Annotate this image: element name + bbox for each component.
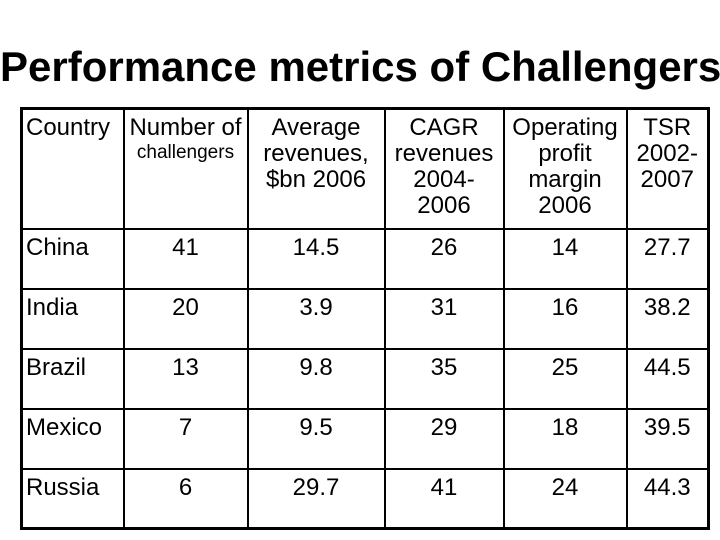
cell-num-challengers: 7: [122, 407, 249, 470]
cell-cagr: 31: [383, 287, 505, 350]
table-row-mexico: Mexico 7 9.5 29 18 39.5: [20, 407, 710, 470]
column-header-tsr: TSR 2002- 2007: [625, 107, 710, 230]
cell-avg-revenues: 14.5: [246, 227, 386, 290]
cell-cagr: 41: [383, 467, 505, 530]
cell-num-challengers: 13: [122, 347, 249, 410]
header-sub-text: challengers: [136, 142, 235, 163]
column-header-num-challengers: Number of challengers: [122, 107, 249, 230]
table-row-china: China 41 14.5 26 14 27.7: [20, 227, 710, 290]
cell-op-margin: 14: [502, 227, 628, 290]
cell-avg-revenues: 29.7: [246, 467, 386, 530]
header-main-text: Number of: [129, 114, 242, 141]
cell-op-margin: 16: [502, 287, 628, 350]
cell-country: India: [20, 287, 125, 350]
cell-country: Mexico: [20, 407, 125, 470]
slide-title: Performance metrics of Challengers: [0, 43, 720, 90]
cell-avg-revenues: 3.9: [246, 287, 386, 350]
cell-op-margin: 24: [502, 467, 628, 530]
column-header-avg-revenues: Average revenues, $bn 2006: [246, 107, 386, 230]
cell-tsr: 38.2: [625, 287, 710, 350]
cell-num-challengers: 6: [122, 467, 249, 530]
cell-op-margin: 25: [502, 347, 628, 410]
cell-cagr: 35: [383, 347, 505, 410]
column-header-op-profit-margin: Operating profit margin 2006: [502, 107, 628, 230]
cell-country: China: [20, 227, 125, 290]
cell-tsr: 39.5: [625, 407, 710, 470]
cell-op-margin: 18: [502, 407, 628, 470]
cell-tsr: 44.3: [625, 467, 710, 530]
cell-avg-revenues: 9.8: [246, 347, 386, 410]
cell-tsr: 44.5: [625, 347, 710, 410]
table-row-india: India 20 3.9 31 16 38.2: [20, 287, 710, 350]
cell-avg-revenues: 9.5: [246, 407, 386, 470]
cell-cagr: 26: [383, 227, 505, 290]
column-header-cagr-revenues: CAGR revenues 2004- 2006: [383, 107, 505, 230]
header-row: Country Number of challengers Average re…: [20, 107, 710, 230]
cell-num-challengers: 20: [122, 287, 249, 350]
table-row-brazil: Brazil 13 9.8 35 25 44.5: [20, 347, 710, 410]
cell-country: Brazil: [20, 347, 125, 410]
cell-country: Russia: [20, 467, 125, 530]
column-header-country: Country: [20, 107, 125, 230]
table-row-russia: Russia 6 29.7 41 24 44.3: [20, 467, 710, 530]
cell-num-challengers: 41: [122, 227, 249, 290]
metrics-table: Country Number of challengers Average re…: [20, 107, 710, 530]
cell-tsr: 27.7: [625, 227, 710, 290]
cell-cagr: 29: [383, 407, 505, 470]
